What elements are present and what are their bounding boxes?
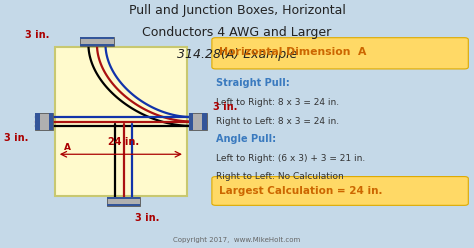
Text: Right to Left: 8 x 3 = 24 in.: Right to Left: 8 x 3 = 24 in. [216,117,339,125]
Text: 3 in.: 3 in. [4,133,28,143]
Text: Largest Calculation = 24 in.: Largest Calculation = 24 in. [219,186,383,196]
Bar [202,113,207,130]
Text: Right to Left: No Calculation: Right to Left: No Calculation [216,172,344,181]
Bar [81,37,114,46]
Text: 24 in.: 24 in. [108,137,139,147]
Bar [35,113,39,130]
Bar [55,47,187,196]
Bar [81,44,114,46]
Bar [107,204,140,206]
Text: Horizontal Dimension  A: Horizontal Dimension A [219,47,367,57]
Bar [107,197,140,199]
Text: Pull and Junction Boxes, Horizontal: Pull and Junction Boxes, Horizontal [128,4,346,17]
FancyBboxPatch shape [212,38,468,69]
Text: 3 in.: 3 in. [213,102,237,112]
Text: Left to Right: 8 x 3 = 24 in.: Left to Right: 8 x 3 = 24 in. [216,98,339,107]
Bar [48,113,53,130]
Bar [107,197,140,206]
Text: Copyright 2017,  www.MikeHolt.com: Copyright 2017, www.MikeHolt.com [173,237,301,243]
Bar [81,37,114,39]
Text: 314.28(A) Example: 314.28(A) Example [177,48,297,61]
Text: Conductors 4 AWG and Larger: Conductors 4 AWG and Larger [142,26,332,39]
Text: Angle Pull:: Angle Pull: [216,134,276,144]
Bar [189,113,193,130]
Text: 3 in.: 3 in. [136,213,160,223]
FancyBboxPatch shape [212,177,468,205]
Bar [189,113,207,130]
Text: Straight Pull:: Straight Pull: [216,78,290,88]
Text: Left to Right: (6 x 3) + 3 = 21 in.: Left to Right: (6 x 3) + 3 = 21 in. [216,154,365,163]
Text: A: A [64,143,71,152]
Bar [35,113,53,130]
Text: 3 in.: 3 in. [26,30,50,40]
